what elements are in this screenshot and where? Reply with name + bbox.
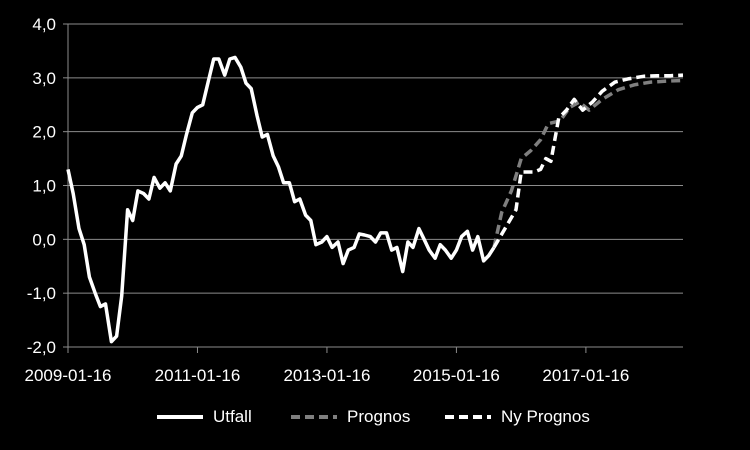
y-tick-label: -2,0: [27, 338, 56, 357]
x-tick-label: 2017-01-16: [542, 366, 629, 385]
y-tick-label: -1,0: [27, 284, 56, 303]
legend: Utfall Prognos Ny Prognos: [0, 402, 750, 432]
x-tick-label: 2011-01-16: [155, 366, 241, 385]
legend-swatch-utfall: [157, 415, 203, 419]
x-tick-label: 2009-01-16: [25, 366, 112, 385]
gridlines: [68, 23, 683, 294]
series-line-ny-prognos: [492, 73, 684, 249]
y-tick-label: 4,0: [32, 15, 56, 34]
legend-label-utfall: Utfall: [213, 407, 252, 426]
series-line-utfall: [66, 55, 496, 344]
y-tick-label: 2,0: [32, 123, 56, 142]
y-tick-label: 0,0: [32, 230, 56, 249]
series-lines: [66, 55, 684, 344]
legend-swatch-prognos: [291, 415, 337, 419]
legend-label-ny-prognos: Ny Prognos: [501, 407, 590, 426]
legend-swatch-ny-prognos: [445, 415, 491, 419]
legend-item-prognos: Prognos: [291, 402, 410, 432]
legend-item-ny-prognos: Ny Prognos: [445, 402, 590, 432]
x-tick-labels: 2009-01-16 2011-01-16 2013-01-16 2015-01-16…: [25, 366, 630, 385]
legend-label-prognos: Prognos: [347, 407, 411, 426]
x-tick-label: 2013-01-16: [283, 366, 370, 385]
x-tick-label: 2015-01-16: [413, 366, 500, 385]
axes: [63, 23, 683, 353]
y-tick-label: 1,0: [32, 177, 56, 196]
y-tick-labels: 4,0 3,0 2,0 1,0 0,0 -1,0 -2,0: [27, 15, 56, 357]
line-chart: 4,0 3,0 2,0 1,0 0,0 -1,0 -2,0 2009-01-16 2011-0…: [25, 15, 684, 385]
series-line-prognos: [492, 78, 684, 248]
y-tick-label: 3,0: [32, 69, 56, 88]
legend-item-utfall: Utfall: [157, 402, 252, 432]
